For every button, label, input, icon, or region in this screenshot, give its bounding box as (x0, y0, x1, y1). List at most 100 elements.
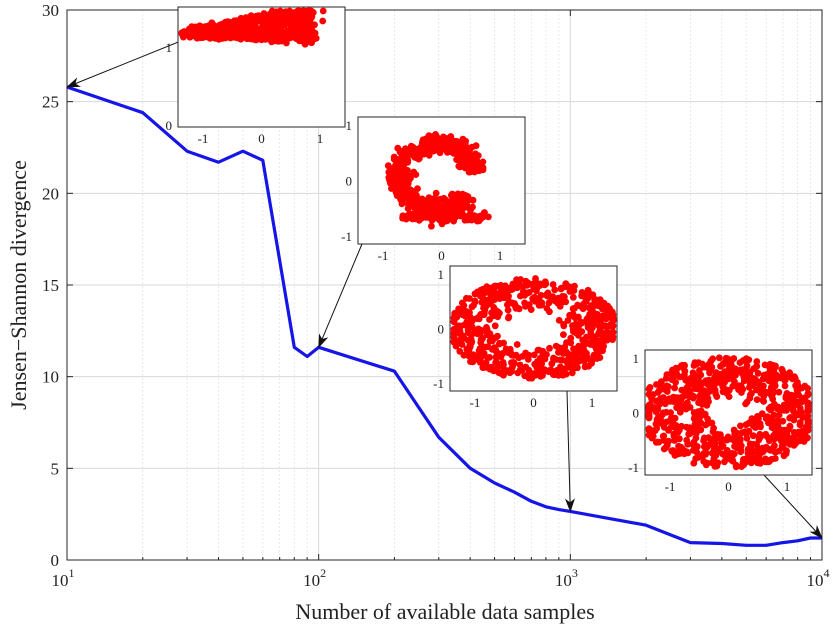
inset-x-tick-label: 1 (497, 248, 504, 263)
scatter-point (572, 360, 580, 368)
scatter-point (656, 399, 664, 407)
scatter-point (721, 458, 728, 466)
scatter-point (795, 402, 803, 410)
scatter-point (309, 36, 317, 43)
scatter-point (455, 329, 463, 337)
scatter-point (668, 448, 676, 455)
scatter-point (564, 317, 572, 324)
scatter-point (287, 12, 294, 19)
scatter-point (250, 29, 258, 36)
scatter-point (590, 355, 597, 363)
scatter-point (702, 421, 709, 429)
y-tick-label: 10 (42, 368, 59, 387)
scatter-point (781, 382, 789, 390)
scatter-point (407, 149, 415, 157)
scatter-point (569, 305, 577, 313)
scatter-point (387, 180, 394, 187)
scatter-point (439, 214, 447, 222)
scatter-point (677, 449, 684, 457)
inset-y-tick-label: 0 (633, 406, 640, 421)
scatter-point (739, 459, 747, 467)
scatter-point (491, 322, 499, 330)
scatter-point (551, 286, 559, 294)
scatter-point (754, 450, 761, 457)
scatter-point (609, 317, 617, 324)
scatter-point (455, 307, 463, 315)
scatter-point (770, 363, 778, 370)
scatter-point (596, 327, 604, 335)
scatter-point (586, 323, 594, 331)
inset-10000: -1 0 1 1 0 -1 (628, 349, 813, 494)
y-tick-label: 0 (51, 551, 60, 570)
scatter-point (691, 420, 699, 428)
scatter-point (712, 444, 719, 451)
scatter-point (479, 158, 487, 166)
scatter-point (765, 458, 773, 465)
scatter-point (311, 21, 318, 29)
scatter-point (569, 310, 577, 318)
scatter-point (767, 405, 775, 413)
scatter-point (269, 35, 277, 43)
scatter-point (555, 317, 563, 324)
scatter-point (707, 440, 714, 448)
scatter-point (519, 353, 526, 360)
scatter-point (525, 366, 533, 374)
scatter-point (448, 190, 456, 198)
scatter-point (458, 299, 466, 307)
scatter-point (557, 285, 565, 293)
scatter-point (491, 289, 498, 297)
scatter-point (780, 452, 788, 460)
scatter-point (560, 293, 568, 300)
scatter-point (450, 199, 458, 207)
scatter-point (473, 161, 480, 169)
scatter-point (483, 324, 490, 331)
scatter-point (417, 143, 425, 151)
scatter-point (493, 282, 500, 290)
scatter-point (550, 356, 557, 363)
scatter-point (743, 362, 751, 369)
scatter-point (468, 303, 476, 311)
scatter-point (533, 363, 541, 371)
scatter-point (468, 143, 476, 151)
scatter-point (677, 402, 684, 410)
scatter-point (786, 369, 793, 376)
scatter-point (558, 356, 566, 364)
scatter-point (657, 416, 664, 424)
scatter-point (737, 422, 744, 430)
scatter-point (391, 173, 398, 181)
scatter-point (760, 382, 767, 390)
scatter-point (435, 142, 442, 150)
scatter-point (499, 370, 507, 377)
scatter-point (384, 162, 392, 170)
scatter-point (649, 432, 657, 440)
scatter-point (551, 371, 558, 379)
scatter-point (773, 405, 781, 412)
scatter-point (504, 306, 512, 314)
scatter-point (289, 20, 296, 28)
inset-x-tick-label: 1 (589, 395, 596, 410)
scatter-point (671, 384, 678, 392)
scatter-point (496, 294, 503, 301)
scatter-point (467, 339, 475, 347)
scatter-point (487, 284, 495, 292)
scatter-point (578, 289, 586, 296)
scatter-point (512, 351, 520, 359)
scatter-point (746, 394, 754, 402)
scatter-point (754, 413, 761, 420)
scatter-point (451, 211, 459, 219)
scatter-point (662, 444, 670, 452)
scatter-point (534, 358, 541, 365)
scatter-point (719, 450, 726, 458)
scatter-point (683, 436, 691, 444)
scatter-point (602, 322, 609, 330)
scatter-point (263, 31, 271, 39)
scatter-point (764, 413, 771, 420)
scatter-point (800, 438, 808, 445)
scatter-point (569, 293, 577, 301)
scatter-point (563, 339, 570, 347)
scatter-point (599, 335, 607, 343)
scatter-point (414, 185, 421, 193)
scatter-point (471, 297, 479, 305)
scatter-point (700, 394, 707, 401)
scatter-point (583, 349, 590, 357)
